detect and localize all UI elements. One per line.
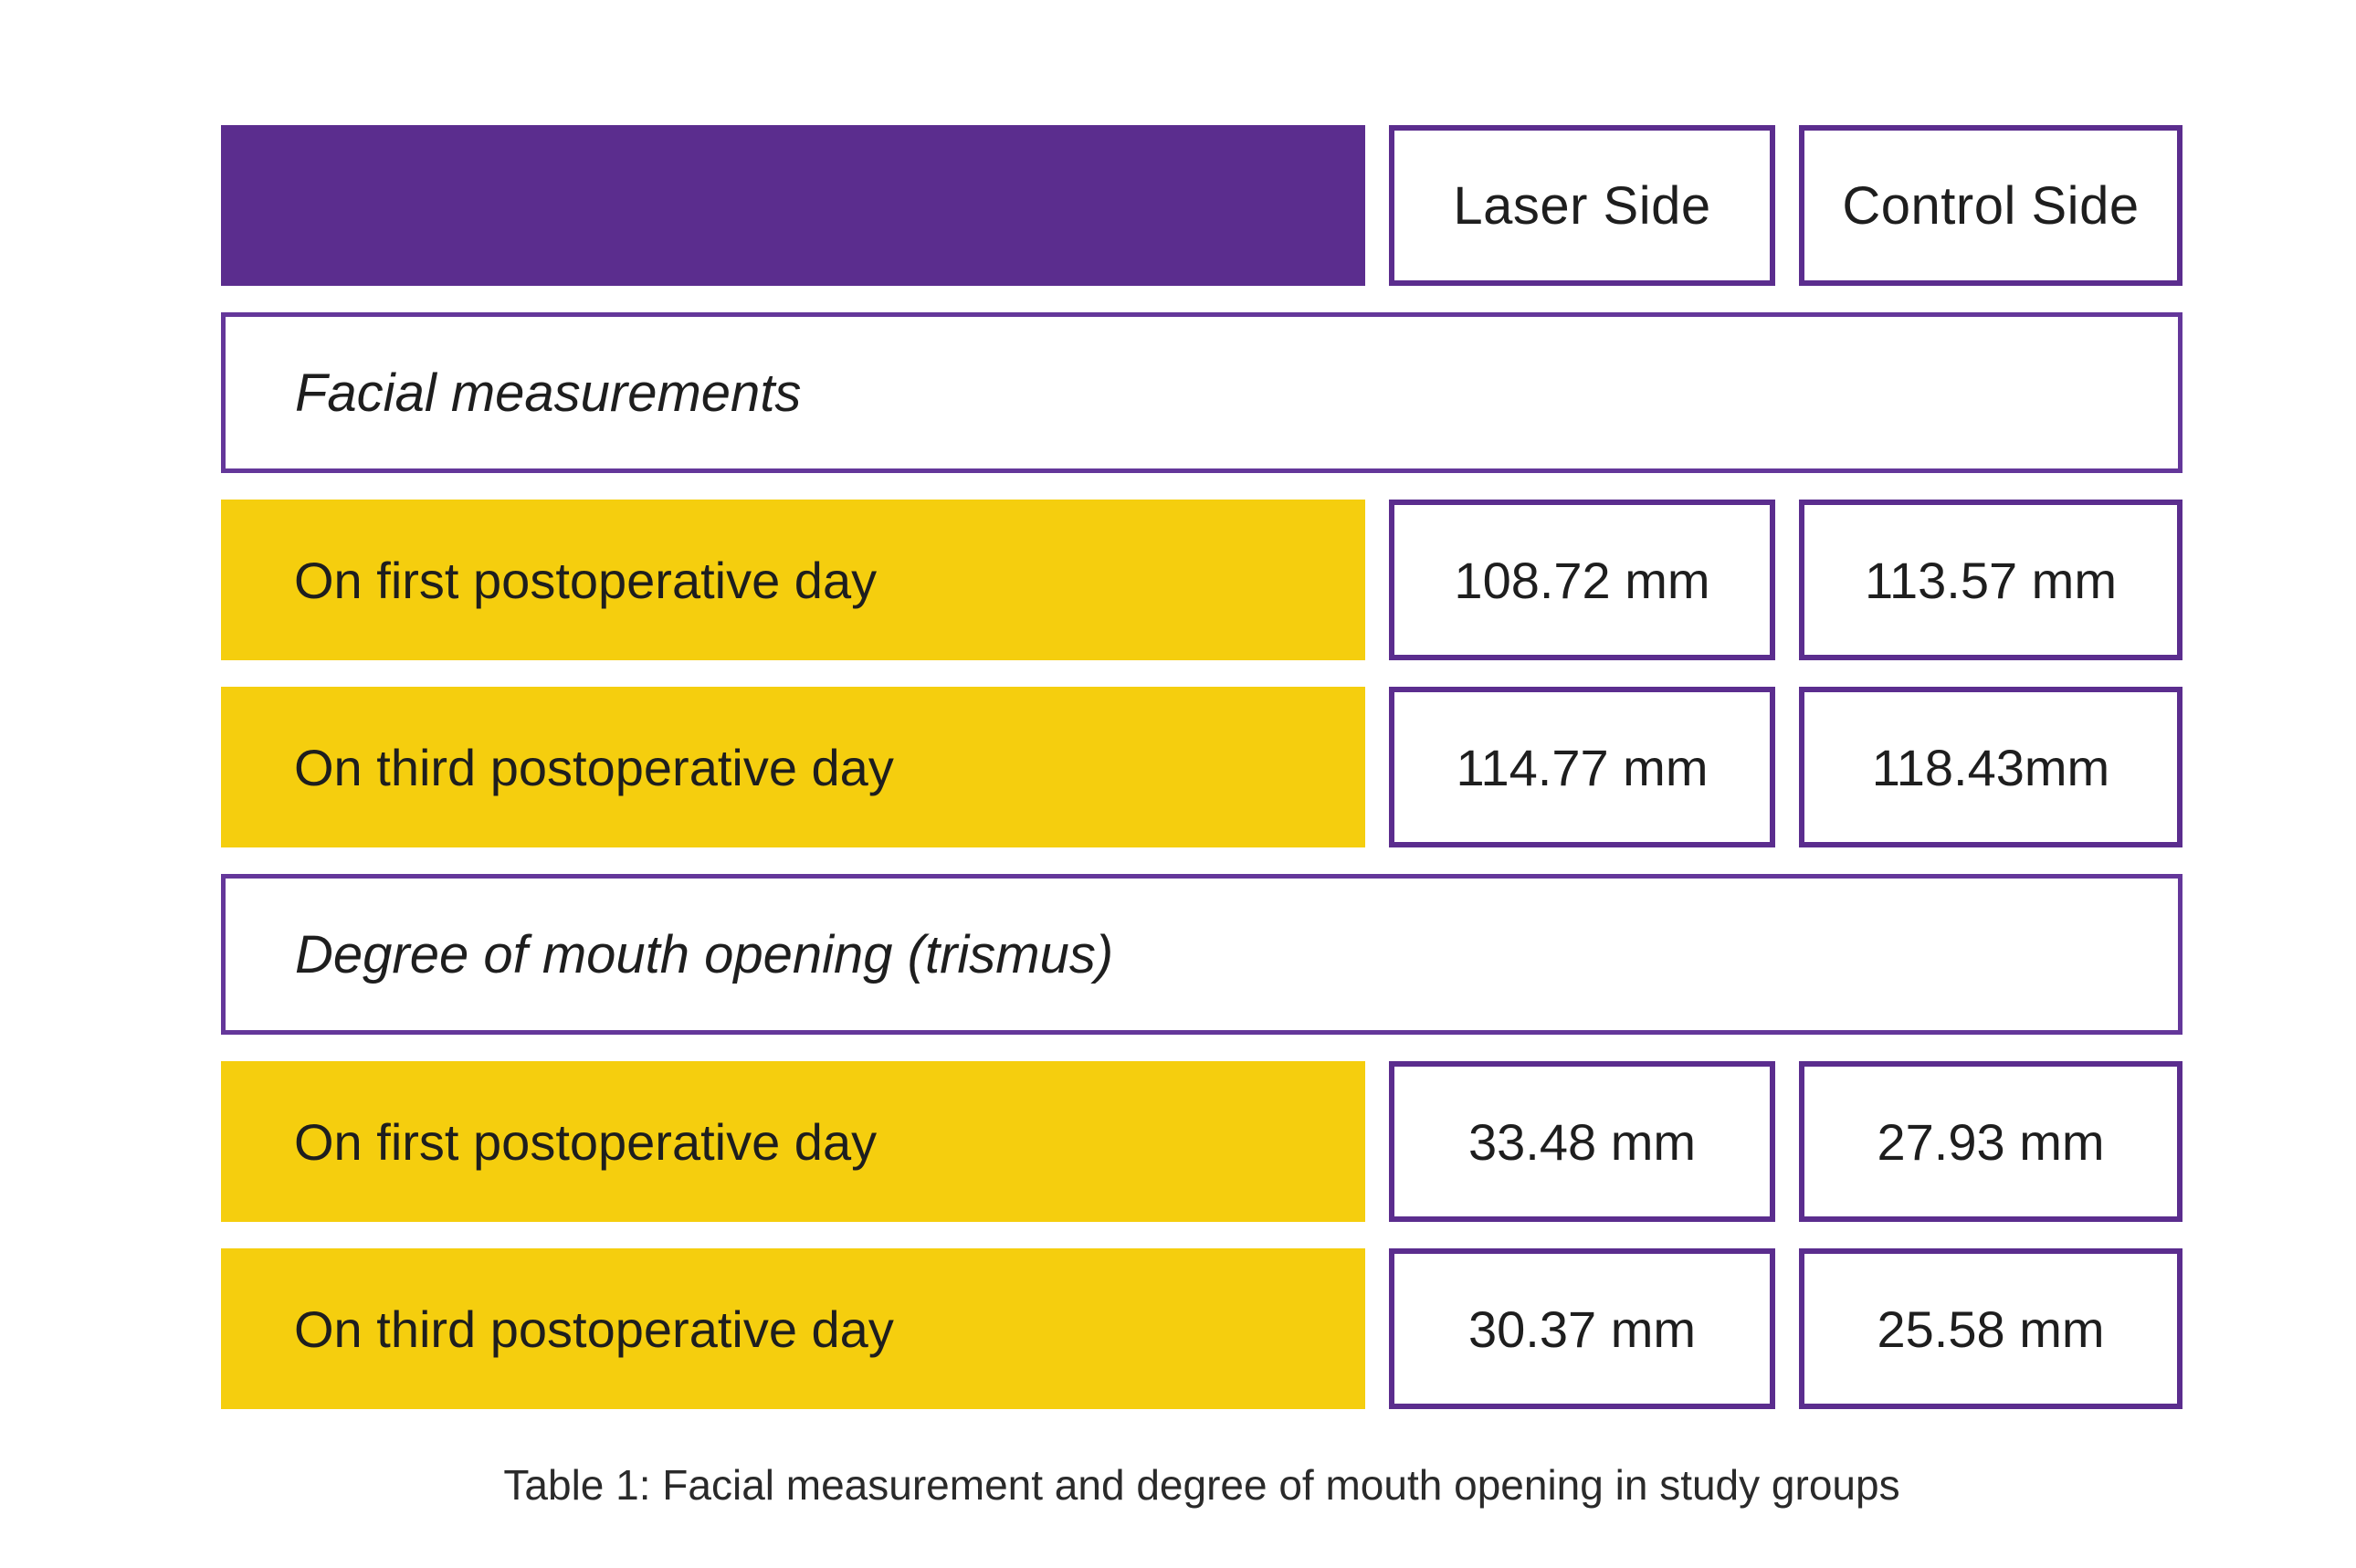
- section-header-mouth-opening: Degree of mouth opening (trismus): [221, 874, 2182, 1035]
- value-control: 113.57 mm: [1799, 500, 2182, 660]
- row-label: On third postoperative day: [221, 1248, 1365, 1409]
- table-figure: Laser Side Control Side Facial measureme…: [221, 125, 2182, 1510]
- value-control: 25.58 mm: [1799, 1248, 2182, 1409]
- value-laser: 33.48 mm: [1389, 1061, 1775, 1222]
- measurement-table: Laser Side Control Side Facial measureme…: [221, 125, 2182, 1409]
- value-laser: 114.77 mm: [1389, 687, 1775, 847]
- column-header-laser-side: Laser Side: [1389, 125, 1775, 286]
- value-laser: 108.72 mm: [1389, 500, 1775, 660]
- row-label: On first postoperative day: [221, 1061, 1365, 1222]
- value-control: 27.93 mm: [1799, 1061, 2182, 1222]
- section-header-facial-measurements: Facial measurements: [221, 312, 2182, 473]
- row-label: On third postoperative day: [221, 687, 1365, 847]
- row-label: On first postoperative day: [221, 500, 1365, 660]
- column-header-control-side: Control Side: [1799, 125, 2182, 286]
- value-laser: 30.37 mm: [1389, 1248, 1775, 1409]
- table-caption: Table 1: Facial measurement and degree o…: [503, 1461, 1900, 1509]
- table-corner-block: [221, 125, 1365, 286]
- value-control: 118.43mm: [1799, 687, 2182, 847]
